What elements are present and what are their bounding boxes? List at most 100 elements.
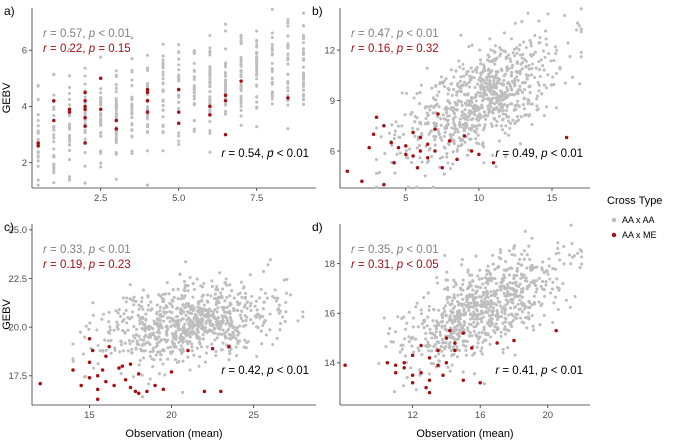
point-aa-x-aa (458, 348, 462, 352)
point-aa-x-aa (445, 152, 449, 156)
point-aa-x-aa (444, 108, 448, 112)
point-aa-x-aa (236, 333, 240, 337)
point-aa-x-aa (148, 342, 152, 347)
point-aa-x-aa (491, 262, 495, 266)
point-aa-x-me (385, 361, 390, 365)
point-aa-x-aa (414, 305, 418, 309)
point-aa-x-me (145, 87, 150, 92)
point-aa-x-aa (522, 40, 526, 44)
point-aa-x-aa (286, 98, 290, 103)
point-aa-x-aa (280, 315, 285, 319)
point-aa-x-aa (422, 326, 426, 330)
point-aa-x-aa (504, 317, 508, 321)
point-aa-x-aa (270, 7, 274, 11)
point-aa-x-aa (466, 93, 470, 97)
point-aa-x-aa (208, 33, 212, 38)
point-aa-x-aa (483, 331, 487, 335)
point-aa-x-aa (423, 122, 427, 126)
point-aa-x-aa (428, 327, 432, 331)
point-aa-x-aa (433, 324, 437, 328)
point-aa-x-aa (496, 296, 500, 300)
point-aa-x-aa (452, 293, 456, 297)
point-aa-x-me (392, 161, 396, 165)
point-aa-x-aa (427, 372, 431, 376)
point-aa-x-aa (180, 293, 184, 298)
point-aa-x-aa (475, 309, 479, 313)
point-aa-x-aa (219, 291, 223, 295)
point-aa-x-aa (259, 329, 263, 333)
point-aa-x-aa (427, 349, 431, 353)
point-aa-x-aa (155, 330, 160, 334)
y-tick-label: 22.5 (9, 274, 28, 285)
point-aa-x-aa (534, 278, 539, 283)
point-aa-x-aa (529, 102, 533, 106)
point-aa-x-aa (147, 382, 151, 386)
point-aa-x-aa (450, 93, 454, 97)
point-aa-x-aa (146, 303, 151, 307)
point-aa-x-aa (176, 327, 180, 331)
point-aa-x-aa (446, 365, 450, 369)
point-aa-x-aa (426, 340, 430, 344)
point-aa-x-aa (130, 102, 134, 106)
point-aa-x-aa (481, 290, 485, 295)
point-aa-x-aa (99, 165, 103, 169)
point-aa-x-aa (415, 301, 419, 305)
point-aa-x-aa (467, 45, 471, 49)
point-aa-x-aa (225, 329, 229, 333)
point-aa-x-aa (83, 137, 87, 141)
point-aa-x-aa (503, 131, 507, 135)
point-aa-x-aa (451, 335, 455, 339)
point-aa-x-aa (474, 117, 478, 121)
point-aa-x-aa (137, 334, 141, 338)
point-aa-x-aa (197, 324, 201, 329)
point-aa-x-aa (436, 281, 440, 285)
point-aa-x-aa (479, 62, 483, 66)
point-aa-x-aa (245, 306, 249, 310)
x-tick-label: 16 (475, 410, 486, 421)
point-aa-x-aa (268, 328, 272, 332)
point-aa-x-aa (442, 172, 446, 176)
point-aa-x-aa (223, 280, 228, 284)
point-aa-x-aa (255, 308, 259, 312)
point-aa-x-aa (128, 297, 132, 301)
point-aa-x-aa (460, 103, 464, 107)
point-aa-x-aa (475, 301, 479, 305)
point-aa-x-aa (159, 324, 163, 328)
point-aa-x-aa (540, 92, 544, 96)
point-aa-x-aa (537, 89, 541, 93)
point-aa-x-aa (164, 325, 168, 329)
point-aa-x-aa (542, 313, 546, 317)
point-aa-x-aa (389, 340, 393, 344)
point-aa-x-aa (241, 286, 246, 290)
point-aa-x-aa (271, 295, 275, 299)
series-aa-x-me (343, 328, 558, 395)
point-aa-x-aa (515, 115, 520, 119)
point-aa-x-aa (188, 335, 192, 339)
point-aa-x-aa (500, 310, 504, 314)
x-tick-label: 20 (166, 410, 177, 421)
point-aa-x-aa (178, 348, 182, 352)
point-aa-x-aa (482, 382, 486, 386)
y-axis-title: GEBV (1, 82, 13, 113)
point-aa-x-aa (52, 181, 56, 185)
point-aa-x-aa (400, 347, 404, 351)
point-aa-x-aa (235, 354, 239, 358)
point-aa-x-aa (432, 121, 436, 125)
point-aa-x-aa (579, 7, 583, 11)
point-aa-x-aa (464, 296, 468, 300)
point-aa-x-aa (528, 91, 532, 95)
point-aa-x-aa (579, 50, 583, 55)
point-aa-x-me (145, 99, 150, 103)
point-aa-x-aa (413, 134, 417, 138)
point-aa-x-aa (527, 285, 531, 289)
point-aa-x-aa (171, 299, 175, 303)
point-aa-x-aa (392, 390, 397, 394)
point-aa-x-aa (503, 90, 507, 94)
point-aa-x-aa (514, 91, 518, 95)
point-aa-x-aa (140, 300, 144, 304)
point-aa-x-aa (208, 46, 212, 50)
point-aa-x-aa (96, 343, 100, 348)
y-tick-label: 12 (324, 45, 335, 56)
point-aa-x-aa (479, 299, 484, 303)
point-aa-x-aa (503, 312, 507, 316)
